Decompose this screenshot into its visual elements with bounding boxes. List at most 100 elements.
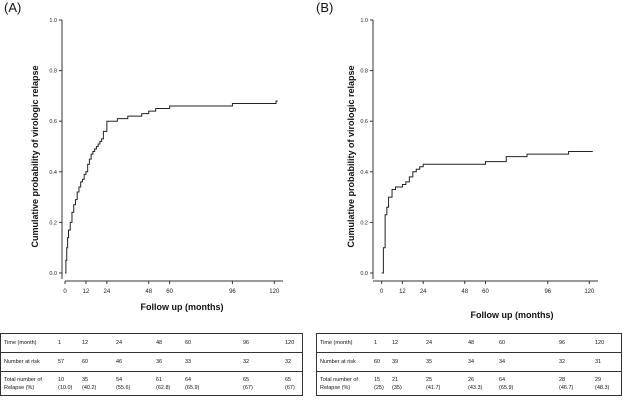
relapse-count: 21 [392,376,399,383]
relapse-pct: (67) [285,384,295,391]
y-tick-label: 1.0 [49,18,57,24]
relapse-pct: (35) [392,384,402,391]
relapse-count: 65 [285,376,292,383]
panel-a-label: (A) [4,0,22,15]
table-cell: 60 [185,340,192,346]
y-tick-label: 0.0 [360,271,368,277]
table-cell: 120 [595,340,605,346]
table-cell: 65 (67) [284,371,303,396]
x-tick-label: 0 [380,289,384,295]
table-cell: 35 (40.2) [81,371,115,396]
table-cell: 1 [58,340,62,346]
x-tick-label: 48 [145,289,152,295]
panel-b-label: (B) [316,0,334,15]
x-tick-label: 12 [399,289,406,295]
km-curve [65,100,278,274]
x-tick-label: 24 [104,289,111,295]
table-cell: 10 (10.0) [57,371,81,396]
table-cell: 96 [559,340,566,346]
relapse-count: 65 [243,376,250,383]
relapse-pct: (65.9) [499,384,514,391]
table-cell: 60 [81,352,115,372]
row-header-relapse-line2: Relapse (%) [320,384,351,391]
chart-a: 0.0 0.2 0.4 0.6 0.8 1.0 0 12 24 48 60 96 120 Cumulati… [30,18,283,312]
row-header-relapse-line1: Total number of [320,376,358,383]
relapse-pct: (55.6) [116,384,131,391]
table-cell: 96 [243,340,250,346]
table-cell: 36 [155,352,184,372]
relapse-count: 29 [595,376,602,383]
relapse-pct: (67) [243,384,253,391]
y-tick-label: 0.8 [360,69,368,75]
chart-b: 0.0 0.2 0.4 0.6 0.8 1.0 0 12 24 48 60 96 120 Cumulati… [346,18,598,320]
relapse-count: 64 [185,376,192,383]
table-row: Total number of Relapse (%) 15 (25) 21 (35… [316,371,622,396]
table-cell: 1 [374,340,378,346]
x-axis-label: Follow up (months) [141,302,224,312]
relapse-pct: (10.0) [58,384,73,391]
table-cell: 12 [82,340,89,346]
x-tick-label: 12 [83,289,90,295]
y-tick-label: 0.8 [49,69,57,75]
relapse-count: 10 [58,376,65,383]
table-cell: 54 (55.6) [115,371,155,396]
x-axis-label: Follow up (months) [471,310,554,320]
table-cell: 60 [373,352,391,372]
relapse-count: 61 [156,376,163,383]
table-cell: 61 (62.8) [155,371,184,396]
table-cell: 35 [425,352,467,372]
row-header-relapse-line1: Total number of [4,376,42,383]
table-cell: 24 [426,340,433,346]
x-tick-label: 96 [544,289,551,295]
x-tick-label: 60 [482,289,489,295]
row-header-relapse: Total number of Relapse (%) [0,371,57,396]
table-cell: 15 (25) [373,371,391,396]
relapse-count: 25 [426,376,433,383]
x-tick-label: 120 [269,289,280,295]
table-cell: 64 (65.9) [184,371,242,396]
x-tick-label: 24 [420,289,427,295]
relapse-count: 28 [559,376,566,383]
table-cell: 24 [116,340,123,346]
table-cell: 57 [57,352,81,372]
table-cell: 46 [115,352,155,372]
table-cell: 29 (48.3) [594,371,622,396]
relapse-pct: (46.7) [559,384,574,391]
y-axis-label: Cumulative probability of virologic rela… [30,65,40,247]
table-cell: 60 [499,340,506,346]
relapse-count: 64 [499,376,506,383]
table-cell: 64 (65.9) [498,371,558,396]
km-curve [381,151,593,274]
plot-area: 0.0 0.2 0.4 0.6 0.8 1.0 0 12 24 48 60 96 120 Cumulati… [30,18,283,312]
relapse-pct: (40.2) [82,384,97,391]
x-tick-label: 120 [584,289,595,295]
y-tick-label: 0.4 [360,170,368,176]
table-cell: 39 [391,352,425,372]
y-tick-label: 0.0 [49,271,57,277]
relapse-pct: (48.3) [595,384,610,391]
y-tick-label: 0.4 [49,170,57,176]
relapse-pct: (41.7) [426,384,441,391]
x-tick-label: 48 [461,289,468,295]
y-tick-label: 0.2 [360,220,368,226]
y-tick-label: 1.0 [360,18,368,24]
row-header-at-risk: Number at risk [316,352,373,372]
table-row: Time (month) 1 12 24 48 60 96 120 [317,334,622,353]
table-row: Total number of Relapse (%) 10 (10.0) 35(… [0,371,303,396]
table-row: Time (month) 1 12 24 48 60 96 120 [1,334,303,353]
row-header-relapse-line2: Relapse (%) [4,384,35,391]
table-cell: 32 [242,352,284,372]
x-tick-label: 60 [166,289,173,295]
plot-area: 0.0 0.2 0.4 0.6 0.8 1.0 0 12 24 48 60 96 120 Cumulati… [346,18,598,320]
risk-table-b: Time (month) 1 12 24 48 60 96 120 Number… [316,333,622,396]
relapse-pct: (62.8) [156,384,171,391]
relapse-pct: (25) [374,384,384,391]
table-row: Number at risk 60 39 35 34 34 32 31 [316,352,622,372]
table-cell: 12 [392,340,399,346]
table-cell: 32 [284,352,303,372]
relapse-count: 54 [116,376,123,383]
table-cell: 65 (67) [242,371,284,396]
table-cell: 32 [558,352,594,372]
table-cell: 48 [156,340,163,346]
table-row: Number at risk 57 60 46 36 33 32 32 [0,352,303,372]
